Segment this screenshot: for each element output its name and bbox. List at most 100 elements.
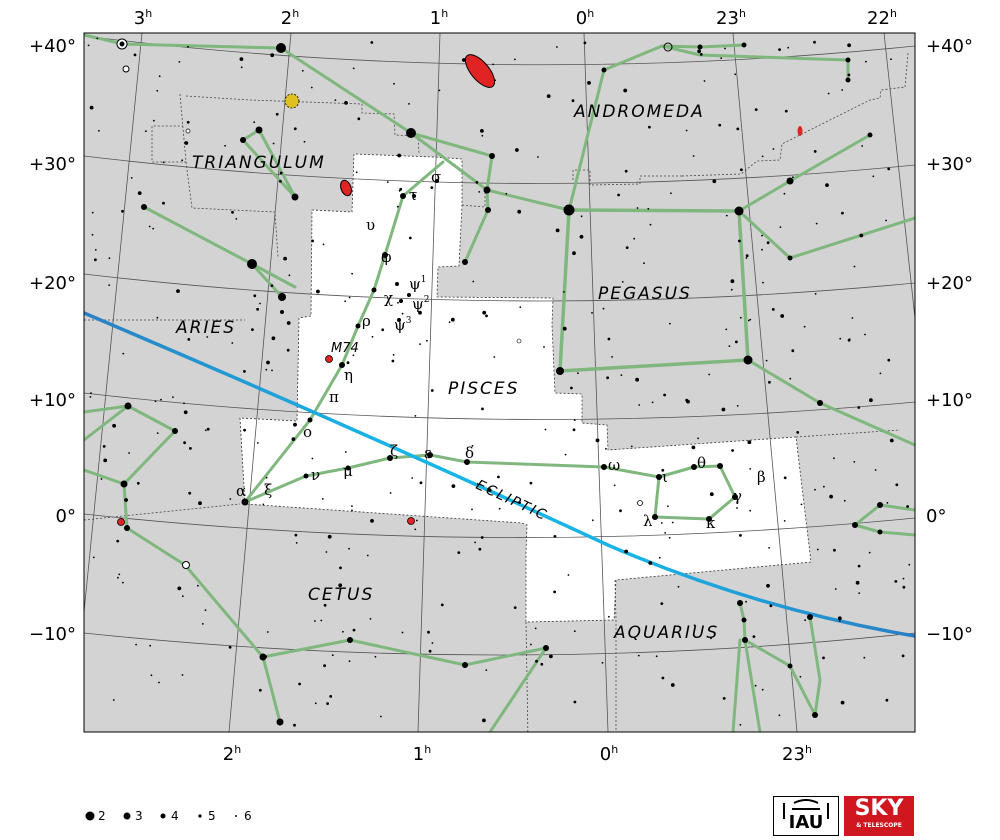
faint-star: [623, 89, 627, 93]
faint-star: [814, 150, 817, 153]
star: [807, 614, 813, 620]
faint-star: [474, 542, 476, 544]
faint-star: [858, 592, 860, 594]
faint-star: [659, 557, 661, 559]
faint-star: [397, 206, 399, 208]
faint-star: [692, 446, 696, 450]
faint-star: [287, 349, 290, 352]
faint-star: [183, 441, 186, 444]
faint-star: [903, 578, 905, 580]
faint-star: [652, 402, 654, 404]
faint-star: [773, 148, 775, 150]
faint-star: [762, 689, 764, 691]
faint-star: [430, 186, 433, 189]
faint-star: [253, 294, 256, 297]
faint-star: [887, 359, 890, 362]
star: [735, 207, 744, 216]
faint-star: [408, 103, 410, 105]
variable-star-icon: [183, 562, 190, 569]
faint-star: [370, 519, 374, 523]
faint-star: [118, 574, 120, 576]
star: [652, 514, 658, 520]
star: [744, 356, 753, 365]
faint-star: [605, 448, 607, 450]
faint-star: [535, 628, 537, 630]
faint-star: [182, 674, 184, 676]
star: [356, 324, 361, 329]
faint-star: [880, 373, 882, 375]
star: [406, 128, 416, 138]
faint-star: [349, 297, 351, 299]
faint-star: [397, 302, 399, 304]
faint-star: [895, 483, 898, 486]
faint-star: [864, 334, 866, 336]
star: [240, 137, 246, 143]
star: [400, 193, 406, 199]
greek-label-gamma: γ: [733, 487, 742, 505]
faint-star: [574, 630, 576, 632]
faint-star: [492, 64, 494, 66]
iau-logo: IAU: [773, 796, 839, 836]
faint-star: [514, 606, 517, 609]
faint-star: [663, 394, 666, 397]
faint-star: [740, 317, 742, 319]
ra-label-top: 22h: [867, 7, 897, 29]
faint-star: [768, 381, 771, 384]
faint-star: [497, 476, 500, 479]
faint-star: [177, 587, 181, 591]
faint-star: [134, 54, 137, 57]
faint-star: [537, 156, 539, 158]
star: [788, 664, 793, 669]
magnitude-legend: 23456: [86, 809, 252, 823]
faint-star: [131, 177, 133, 179]
faint-star: [272, 336, 276, 340]
star: [742, 618, 747, 623]
faint-star: [780, 314, 784, 318]
faint-star: [789, 378, 791, 380]
faint-star: [603, 308, 605, 310]
label-triangulum: TRIANGULUM: [192, 153, 326, 173]
star: [247, 259, 257, 269]
faint-star: [903, 586, 906, 589]
star: [787, 178, 794, 185]
faint-star: [482, 719, 486, 723]
faint-star: [264, 655, 267, 658]
greek-label-beta: β: [757, 468, 766, 486]
faint-star: [259, 303, 261, 305]
faint-star: [872, 175, 874, 177]
faint-star: [478, 191, 480, 193]
faint-star: [853, 461, 855, 463]
faint-star: [205, 429, 207, 431]
legend-label: 3: [135, 809, 143, 823]
star: [485, 207, 491, 213]
faint-star: [519, 306, 521, 308]
faint-star: [172, 396, 174, 398]
faint-star: [372, 336, 374, 338]
faint-star: [869, 398, 873, 402]
faint-star: [480, 129, 484, 133]
faint-star: [426, 340, 428, 342]
star: [564, 205, 575, 216]
faint-star: [643, 262, 645, 264]
greek-label-zeta: ζ: [390, 442, 398, 460]
faint-star: [671, 683, 675, 687]
faint-star: [660, 602, 663, 605]
faint-star: [602, 662, 604, 664]
faint-star: [416, 520, 418, 522]
faint-star: [253, 121, 255, 123]
faint-star: [452, 484, 456, 488]
faint-star: [704, 80, 706, 82]
star: [484, 187, 491, 194]
faint-star: [149, 645, 151, 647]
faint-star: [731, 279, 735, 283]
faint-star: [669, 537, 671, 539]
faint-star: [207, 428, 210, 431]
faint-star: [182, 595, 184, 597]
faint-star: [622, 281, 624, 283]
faint-star: [505, 193, 507, 195]
faint-star: [739, 534, 742, 537]
star: [601, 464, 607, 470]
faint-star: [530, 644, 532, 646]
faint-star: [189, 447, 192, 450]
faint-star: [205, 609, 207, 611]
